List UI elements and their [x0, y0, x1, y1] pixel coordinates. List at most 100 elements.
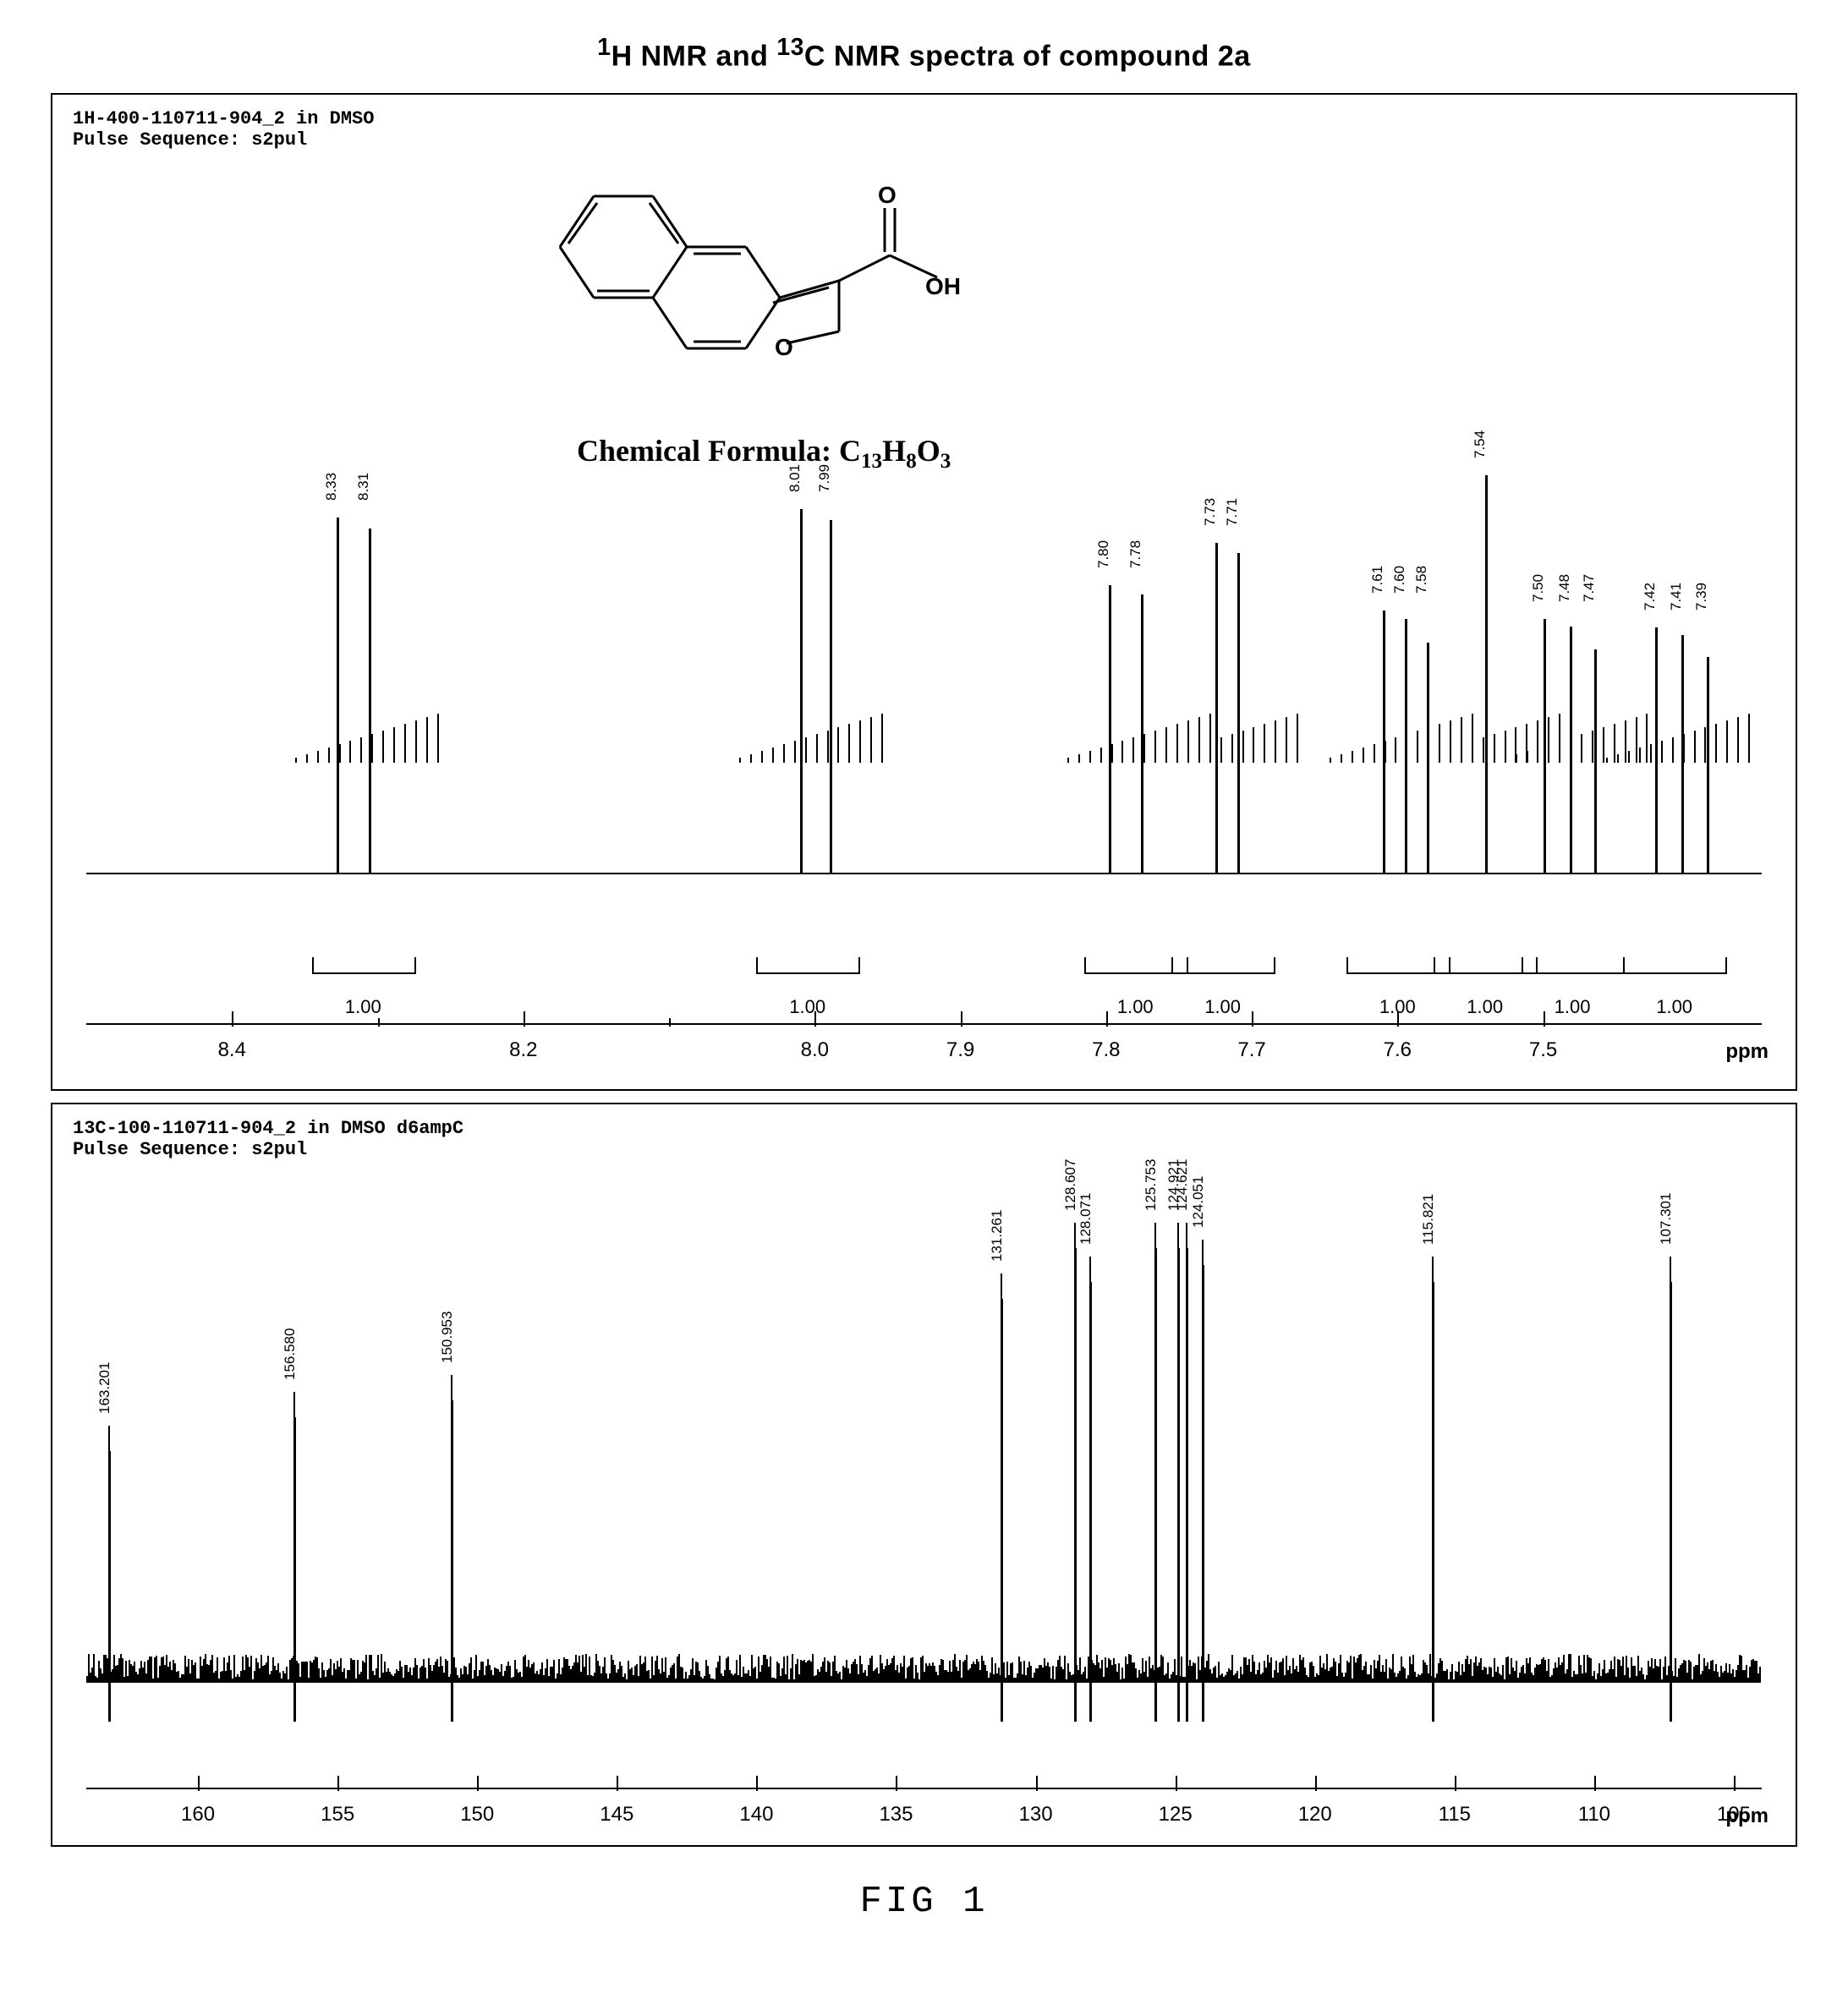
- xaxis-tick-label: 8.0: [801, 1038, 829, 1062]
- h-nmr-baseline: [86, 873, 1762, 874]
- integral-stem: [312, 957, 314, 974]
- c-nmr-peak-leader: [1186, 1223, 1187, 1248]
- h-nmr-peak-label: 7.73: [1202, 498, 1219, 526]
- compound-structure: O O OH: [526, 145, 966, 416]
- c-nmr-peak: [108, 1451, 111, 1722]
- h-nmr-axis-unit: ppm: [1725, 1040, 1768, 1064]
- xaxis-tick: [1252, 1011, 1253, 1027]
- integral-stem: [858, 957, 860, 974]
- xaxis-tick-label: 7.7: [1237, 1038, 1265, 1062]
- xaxis-tick-label: 8.4: [218, 1038, 246, 1062]
- svg-text:O: O: [878, 182, 897, 208]
- integral-curve: [295, 704, 448, 763]
- integral-stem: [1346, 957, 1348, 974]
- xaxis-tick-label: 7.6: [1384, 1038, 1412, 1062]
- c-nmr-peak-leader: [1177, 1223, 1179, 1248]
- integral-bracket: [1522, 972, 1624, 974]
- h-nmr-peak-label: 8.01: [787, 464, 803, 492]
- integral-value: 1.00: [1656, 996, 1692, 1018]
- xaxis-tick-label: 105: [1717, 1803, 1751, 1826]
- c-nmr-peak-leader: [1001, 1273, 1002, 1299]
- c-nmr-noise-baseline: [86, 1654, 1762, 1722]
- integral-stem: [1449, 957, 1450, 974]
- xaxis-tick-minor: [669, 1018, 671, 1027]
- h-nmr-peak-label: 7.42: [1642, 583, 1659, 611]
- c-nmr-peak-label: 107.301: [1658, 1193, 1675, 1245]
- xaxis-tick-label: 130: [1019, 1803, 1053, 1826]
- c-nmr-peak-leader: [1432, 1257, 1434, 1282]
- h-nmr-peak: [1485, 475, 1488, 873]
- integral-stem: [1171, 957, 1173, 974]
- xaxis-tick: [1315, 1776, 1317, 1791]
- xaxis-tick: [896, 1776, 897, 1791]
- integral-stem: [414, 957, 416, 974]
- xaxis-tick-label: 8.2: [509, 1038, 537, 1062]
- title-sup-2: 13: [776, 34, 804, 61]
- xaxis-tick-label: 120: [1298, 1803, 1332, 1826]
- xaxis-tick-label: 140: [739, 1803, 773, 1826]
- h-nmr-peak-label: 7.80: [1095, 540, 1112, 568]
- xaxis-tick: [961, 1011, 962, 1027]
- integral-value: 1.00: [1204, 996, 1241, 1018]
- integral-bracket: [756, 972, 858, 974]
- c-nmr-peak-label: 125.753: [1143, 1159, 1160, 1211]
- xaxis-tick-label: 7.8: [1092, 1038, 1120, 1062]
- c-nmr-panel: 13C-100-110711-904_2 in DMSO d6ampC Puls…: [51, 1103, 1797, 1847]
- h-nmr-xaxis: [86, 1023, 1762, 1025]
- c-nmr-peak-leader: [108, 1426, 110, 1451]
- c-nmr-peak: [1089, 1282, 1092, 1722]
- xaxis-tick: [1544, 1011, 1545, 1027]
- xaxis-tick: [756, 1776, 758, 1791]
- c-nmr-peak: [1432, 1282, 1434, 1722]
- h-nmr-peak-label: 8.33: [323, 473, 340, 501]
- page-title: 1H NMR and 13C NMR spectra of compound 2…: [597, 34, 1250, 73]
- c-nmr-spectrum: ppm 160155150145140135130125120115110105…: [86, 1155, 1762, 1789]
- c-nmr-peak-label: 163.201: [96, 1362, 113, 1414]
- integral-stem: [1536, 957, 1538, 974]
- c-nmr-peak: [451, 1400, 453, 1722]
- h-nmr-peak-label: 7.41: [1668, 583, 1685, 611]
- h-nmr-peak: [800, 509, 803, 873]
- c-nmr-peak: [1202, 1265, 1204, 1722]
- integral-value: 1.00: [1555, 996, 1591, 1018]
- xaxis-tick: [1106, 1011, 1108, 1027]
- title-seg-2: C NMR spectra of compound 2a: [804, 40, 1251, 72]
- c-nmr-peak-leader: [1670, 1257, 1671, 1282]
- c-nmr-peak: [1154, 1248, 1157, 1722]
- h-nmr-peak-label: 7.48: [1556, 574, 1573, 602]
- h-nmr-peak-label: 7.54: [1472, 430, 1489, 458]
- xaxis-tick-minor: [378, 1018, 380, 1027]
- h-nmr-spectrum: ppm 8.48.28.07.97.87.77.67.58.338.311.00…: [86, 484, 1762, 1025]
- integral-bracket: [312, 972, 414, 974]
- integral-value: 1.00: [1467, 996, 1503, 1018]
- integral-curve: [739, 704, 892, 763]
- c-nmr-peak-label: 156.580: [282, 1328, 299, 1380]
- h-nmr-peak-label: 8.31: [355, 473, 372, 501]
- integral-stem: [1434, 957, 1435, 974]
- formula-c: 13: [861, 451, 882, 474]
- xaxis-tick: [617, 1776, 618, 1791]
- svg-text:OH: OH: [925, 273, 961, 299]
- integral-stem: [756, 957, 758, 974]
- h-nmr-peak: [337, 518, 339, 873]
- integral-curve: [1606, 704, 1759, 763]
- figure-label: FIG 1: [859, 1881, 988, 1923]
- c-nmr-peak-leader: [1089, 1257, 1091, 1282]
- integral-stem: [1522, 957, 1523, 974]
- integral-stem: [1084, 957, 1086, 974]
- formula-o: 3: [940, 451, 951, 474]
- integral-bracket: [1171, 972, 1274, 974]
- integral-value: 1.00: [789, 996, 825, 1018]
- c-nmr-meta-line-1: 13C-100-110711-904_2 in DMSO d6ampC: [73, 1118, 463, 1139]
- integral-value: 1.00: [345, 996, 381, 1018]
- c-nmr-peak: [1177, 1248, 1180, 1722]
- xaxis-tick-label: 160: [181, 1803, 215, 1826]
- xaxis-tick-label: 145: [600, 1803, 633, 1826]
- h-nmr-peak-label: 7.99: [816, 464, 833, 492]
- xaxis-tick-label: 7.9: [946, 1038, 974, 1062]
- xaxis-tick-label: 125: [1159, 1803, 1193, 1826]
- integral-stem: [1187, 957, 1188, 974]
- h-nmr-meta: 1H-400-110711-904_2 in DMSO Pulse Sequen…: [73, 108, 374, 151]
- svg-text:O: O: [775, 334, 793, 360]
- integral-stem: [1274, 957, 1275, 974]
